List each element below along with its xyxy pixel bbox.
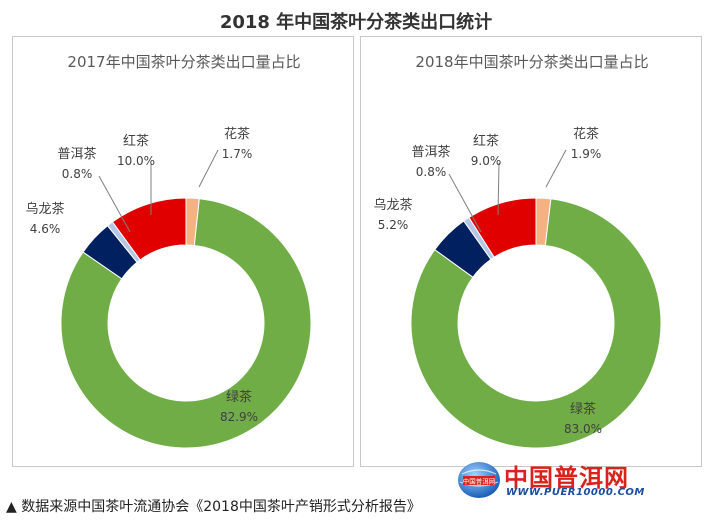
source-caption: ▲ 数据来源中国茶叶流通协会《2018中国茶叶产销形式分析报告》 [6, 499, 421, 515]
emblem-text: 中国普洱网 [463, 477, 496, 486]
watermark-logo: 中国普洱网 中国普洱网 WWW.PUER10000.COM [456, 458, 706, 502]
slice-value-2018-2: 5.2% [378, 218, 409, 232]
donut-slice-2017-4 [111, 197, 187, 261]
slice-label-2018-3: 普洱茶 [411, 144, 450, 160]
slice-value-2017-2: 4.6% [30, 222, 61, 236]
slice-label-2017-0: 花茶 [224, 126, 250, 142]
slice-value-2017-1: 82.9% [220, 410, 258, 424]
slice-label-2018-1: 绿茶 [570, 401, 596, 417]
chart-title-2018: 2018年中国茶叶分茶类出口量占比 [415, 53, 648, 71]
globe-emblem-icon: 中国普洱网 [458, 462, 500, 498]
slice-label-2017-4: 红茶 [123, 133, 149, 149]
leader-line-2017-3 [98, 175, 131, 233]
chart-title-2017: 2017年中国茶叶分茶类出口量占比 [67, 53, 300, 71]
slice-label-2018-0: 花茶 [573, 126, 599, 142]
slice-value-2017-0: 1.7% [222, 147, 253, 161]
slice-label-2017-2: 乌龙茶 [25, 201, 64, 217]
slice-label-2017-1: 绿茶 [226, 389, 252, 405]
page-title: 2018 年中国茶叶分茶类出口统计 [219, 12, 493, 33]
donut-chart-2017: 2017年中国茶叶分茶类出口量占比花茶 1.7% 绿茶 82.9% 乌龙茶 4.6% 普洱茶… [12, 36, 354, 467]
slice-label-2018-2: 乌龙茶 [373, 197, 412, 213]
donut-slice-2018-4 [468, 197, 537, 258]
leader-line-2018-3 [448, 173, 482, 233]
donut-slice-2017-1 [60, 198, 312, 449]
slice-label-2018-4: 红茶 [473, 133, 499, 149]
leader-line-2018-4 [497, 162, 500, 216]
watermark-url: WWW.PUER10000.COM [506, 487, 645, 498]
slice-label-2017-3: 普洱茶 [57, 146, 96, 162]
watermark-name: 中国普洱网 [504, 464, 629, 492]
slice-value-2018-4: 9.0% [471, 154, 502, 168]
slice-value-2018-1: 83.0% [564, 422, 602, 436]
donut-slice-2018-1 [410, 198, 662, 449]
slice-value-2017-3: 0.8% [62, 167, 93, 181]
slice-value-2018-3: 0.8% [416, 165, 447, 179]
leader-line-2017-0 [198, 149, 219, 188]
leader-line-2018-0 [545, 149, 567, 188]
slice-value-2018-0: 1.9% [571, 147, 602, 161]
slice-value-2017-4: 10.0% [117, 154, 155, 168]
donut-chart-2018: 2018年中国茶叶分茶类出口量占比花茶 1.9% 绿茶 83.0% 乌龙茶 5.2% 普洱茶… [360, 36, 702, 467]
